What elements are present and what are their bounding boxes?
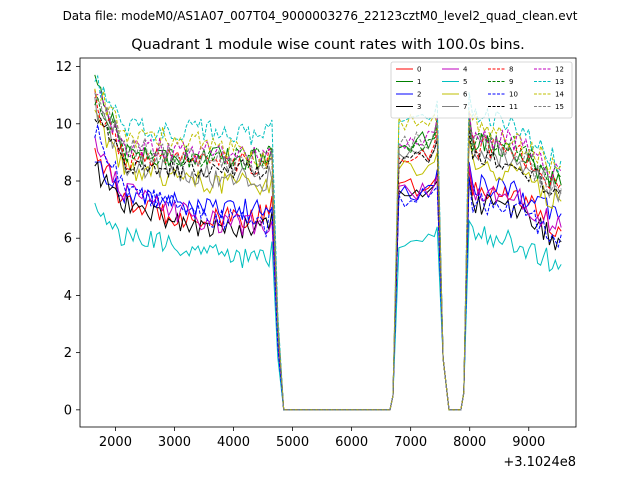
legend-label-7: 7 (463, 103, 467, 111)
series-line-4 (94, 135, 562, 411)
y-tick-label: 4 (64, 289, 72, 304)
legend-label-10: 10 (509, 91, 518, 99)
x-axis: 2000 3000 4000 5000 6000 7000 8000 9000 (99, 427, 545, 450)
legend-label-3: 3 (417, 103, 421, 111)
x-tick-label: 2000 (99, 435, 132, 450)
legend-label-0: 0 (417, 66, 421, 74)
y-tick-label: 10 (55, 117, 72, 132)
legend-label-2: 2 (417, 91, 421, 99)
x-tick-label: 8000 (453, 435, 486, 450)
series-line-0 (94, 147, 562, 411)
legend-label-13: 13 (555, 78, 564, 86)
legend-label-4: 4 (463, 66, 468, 74)
y-tick-label: 2 (64, 346, 72, 361)
legend-label-8: 8 (509, 66, 513, 74)
y-tick-label: 8 (64, 175, 72, 190)
series-line-3 (94, 160, 562, 411)
legend-label-1: 1 (417, 78, 421, 86)
series-line-5 (94, 202, 562, 411)
series-line-7 (94, 96, 562, 411)
plot-series-group (94, 74, 562, 411)
legend-label-15: 15 (555, 103, 564, 111)
legend-label-12: 12 (555, 66, 564, 74)
x-tick-label: 3000 (158, 435, 191, 450)
legend-label-14: 14 (555, 91, 564, 99)
legend-label-9: 9 (509, 78, 513, 86)
series-line-15 (94, 92, 562, 411)
chart-title: Quadrant 1 module wise count rates with … (131, 37, 525, 53)
x-tick-label: 7000 (394, 435, 427, 450)
x-tick-label: 6000 (335, 435, 368, 450)
series-line-10 (94, 124, 562, 411)
x-tick-label: 4000 (217, 435, 250, 450)
y-axis: 0 2 4 6 8 10 12 (55, 60, 80, 418)
legend-label-11: 11 (509, 103, 518, 111)
series-line-13 (94, 74, 562, 411)
series-line-9 (94, 95, 562, 411)
y-tick-label: 0 (64, 403, 72, 418)
x-axis-offset-label: +3.1024e8 (503, 455, 576, 470)
x-tick-label: 9000 (512, 435, 545, 450)
legend-frame (390, 61, 573, 119)
y-tick-label: 12 (55, 60, 72, 75)
y-tick-label: 6 (64, 232, 72, 247)
suptitle: Data file: modeM0/AS1A07_007T04_90000032… (63, 9, 578, 23)
legend-label-5: 5 (463, 78, 467, 86)
legend-label-6: 6 (463, 91, 468, 99)
x-tick-label: 5000 (276, 435, 309, 450)
axes-frame (79, 57, 577, 428)
